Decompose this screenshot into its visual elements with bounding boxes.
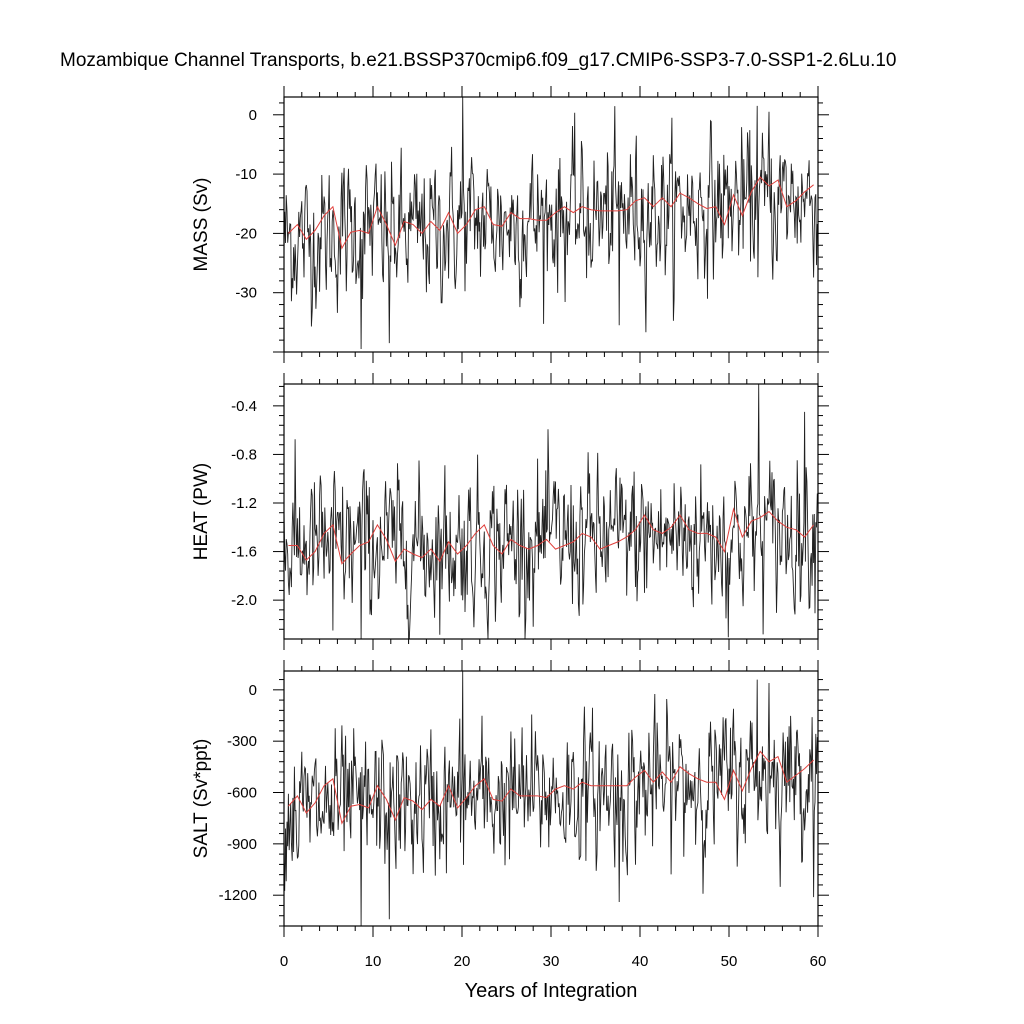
y-tick-label: -2.0 [231, 592, 257, 609]
y-tick-label: -1200 [219, 887, 257, 904]
y-tick-label: -900 [227, 836, 257, 853]
y-axis-label: MASS (Sv) [191, 178, 212, 272]
x-tick-label: 10 [365, 953, 382, 970]
annual-mean-line [288, 750, 814, 825]
y-tick-label: -20 [235, 225, 257, 242]
y-axis-label: SALT (Sv*ppt) [191, 739, 212, 859]
panels: 0 -10 -20 -30 MASS (Sv) -0.4 -0.8 -1.2 -1.6 -2.0 H… [191, 86, 829, 1002]
x-tick-label: 60 [810, 953, 827, 970]
panel-3: 0 -300 -600 -900 -1200 0 10 20 30 40 50 60 SALT (Sv*… [191, 660, 829, 1002]
y-axis-label: HEAT (PW) [191, 463, 212, 560]
annual-mean-line [288, 176, 814, 250]
figure-title: Mozambique Channel Transports, b.e21.BSS… [60, 50, 896, 71]
y-tick-label: -30 [235, 285, 257, 302]
monthly-series-line [283, 383, 818, 640]
panel-1: 0 -10 -20 -30 MASS (Sv) [191, 86, 829, 363]
panel-2: -0.4 -0.8 -1.2 -1.6 -2.0 HEAT (PW) [191, 373, 829, 650]
x-tick-label: 20 [454, 953, 471, 970]
plot-area [283, 96, 818, 350]
y-tick-label: -1.6 [231, 544, 257, 561]
x-axis-label: Years of Integration [465, 980, 638, 1002]
y-tick-label: -600 [227, 785, 257, 802]
annual-mean-line [288, 507, 815, 565]
y-tick-label: -0.4 [231, 398, 257, 415]
x-tick-label: 40 [632, 953, 649, 970]
plot-area [283, 383, 818, 640]
x-tick-label: 30 [543, 953, 560, 970]
monthly-series-line [283, 670, 818, 927]
y-tick-label: -0.8 [231, 446, 257, 463]
x-tick-label: 0 [280, 953, 288, 970]
y-tick-label: 0 [249, 682, 257, 699]
x-tick-label: 50 [721, 953, 738, 970]
y-tick-label: 0 [249, 107, 257, 124]
monthly-series-line [283, 96, 818, 350]
y-tick-label: -1.2 [231, 495, 257, 512]
plot-area [283, 670, 818, 927]
y-tick-label: -10 [235, 166, 257, 183]
y-tick-label: -300 [227, 733, 257, 750]
